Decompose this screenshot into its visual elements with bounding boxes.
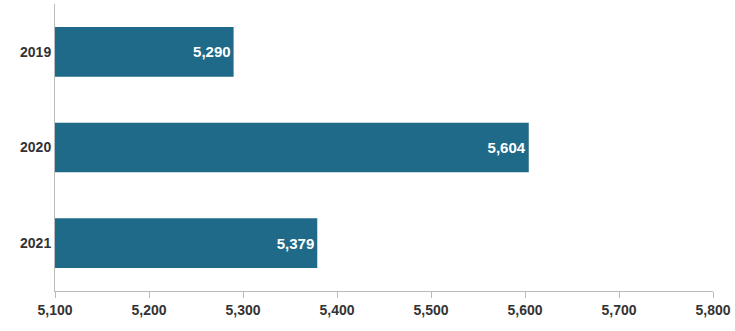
svg-text:5,600: 5,600 xyxy=(507,302,542,318)
svg-text:5,200: 5,200 xyxy=(131,302,166,318)
svg-text:5,604: 5,604 xyxy=(488,139,526,156)
svg-text:5,379: 5,379 xyxy=(277,235,315,252)
svg-text:2019: 2019 xyxy=(20,44,51,60)
svg-text:5,290: 5,290 xyxy=(193,43,231,60)
svg-text:5,500: 5,500 xyxy=(413,302,448,318)
svg-text:5,800: 5,800 xyxy=(695,302,730,318)
svg-text:5,700: 5,700 xyxy=(601,302,636,318)
svg-text:5,100: 5,100 xyxy=(37,302,72,318)
svg-text:2021: 2021 xyxy=(20,235,51,251)
svg-text:5,400: 5,400 xyxy=(319,302,354,318)
svg-text:2020: 2020 xyxy=(20,139,51,155)
svg-text:5,300: 5,300 xyxy=(225,302,260,318)
